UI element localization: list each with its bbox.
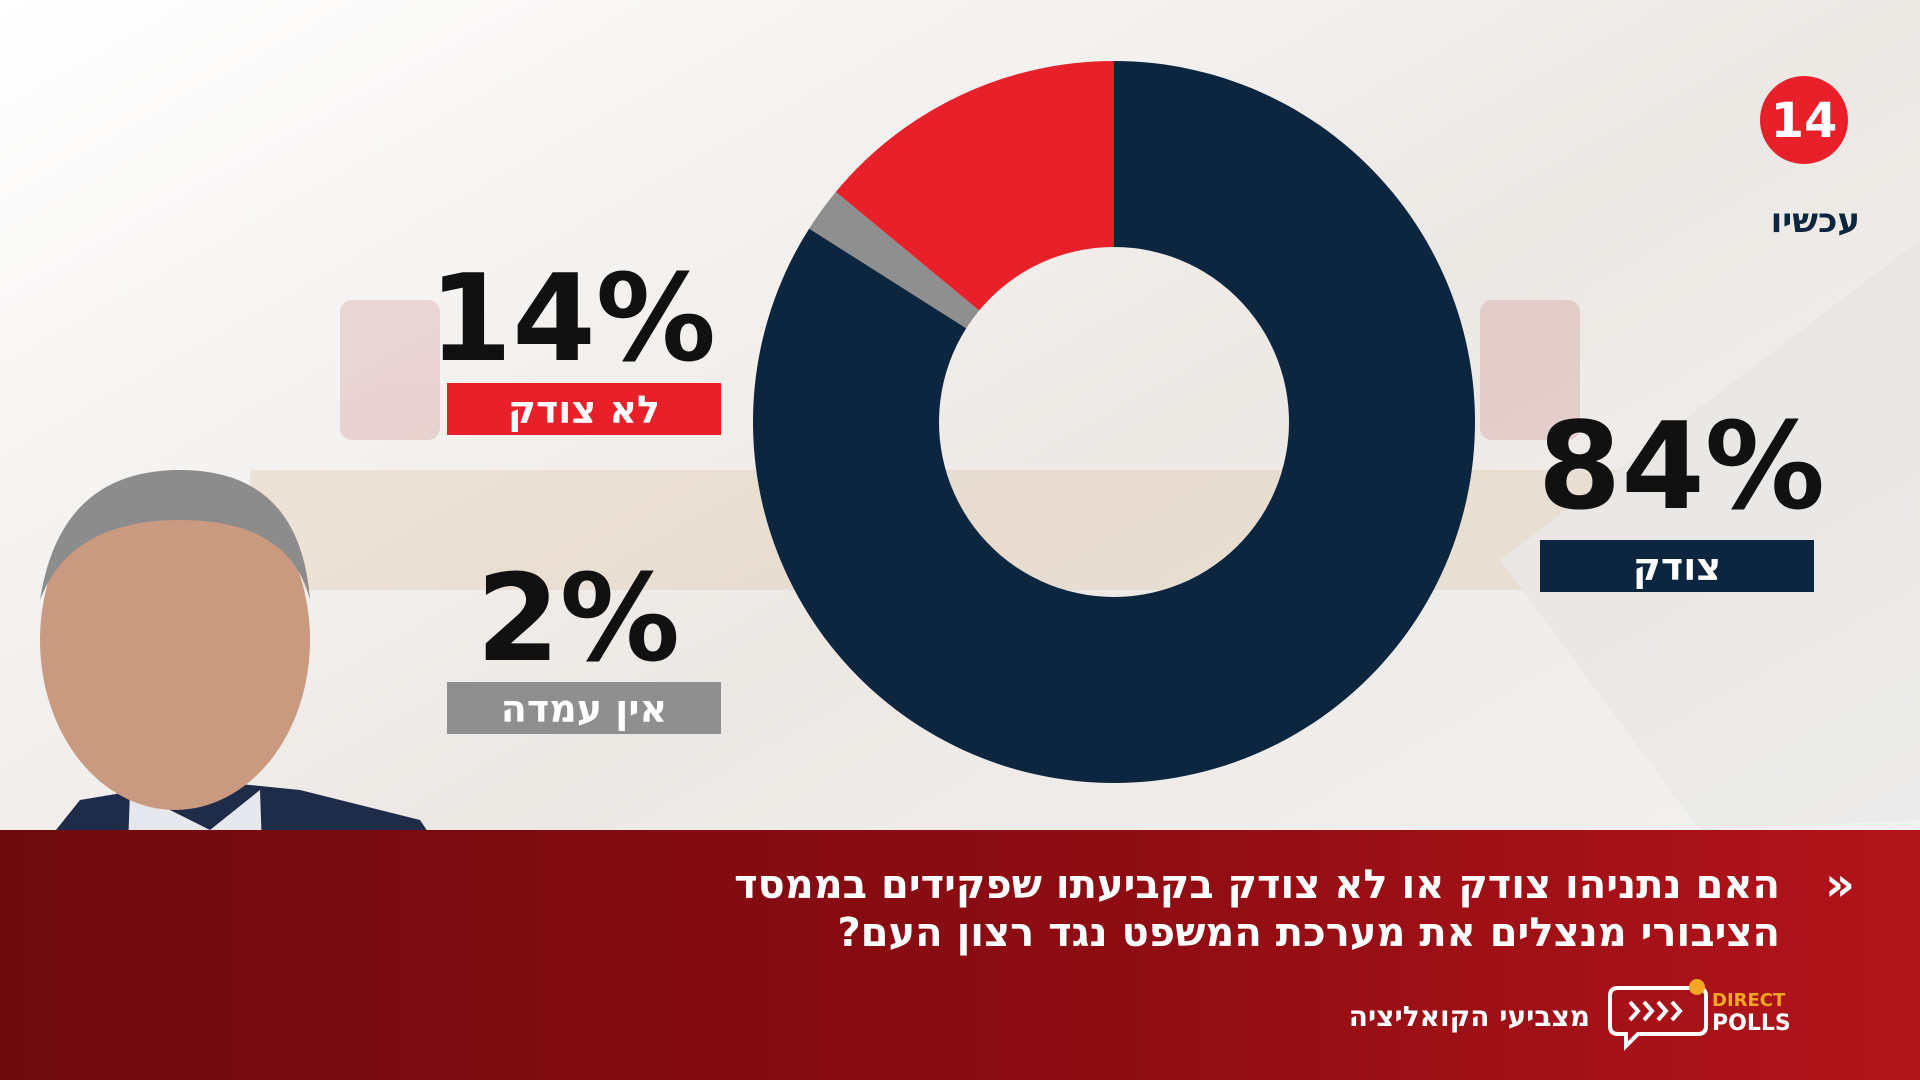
category-box xyxy=(447,383,721,435)
value-label: 84% xyxy=(1538,398,1825,537)
question-line: הציבורי מנצלים את מערכת המשפט נגד רצון ה… xyxy=(837,910,1780,956)
category-box xyxy=(1540,540,1814,592)
category-label: אין עמדה xyxy=(501,687,667,731)
poll-brand: POLLS xyxy=(1712,1011,1791,1036)
channel-name: עכשיו xyxy=(1771,201,1860,241)
category-label: לא צודק xyxy=(508,388,660,432)
category-label: צודק xyxy=(1633,545,1721,589)
donut-slice xyxy=(752,61,1476,783)
value-label: 14% xyxy=(429,250,716,389)
arrow-icon: » xyxy=(1825,857,1855,911)
subtitle: מצביעי הקואליציה xyxy=(1349,1000,1590,1033)
poll-logo xyxy=(1608,979,1708,1051)
question-band xyxy=(0,830,1920,1080)
category-box xyxy=(447,682,721,734)
question-line: האם נתניהו צודק או לא צודק בקביעתו שפקיד… xyxy=(734,862,1780,908)
channel-logo xyxy=(1760,76,1848,164)
poll-brand: DIRECT xyxy=(1712,990,1786,1011)
channel-number: 14 xyxy=(1771,93,1838,149)
donut-slice xyxy=(835,61,1114,311)
donut xyxy=(752,61,1476,783)
value-label: 2% xyxy=(476,550,680,689)
donut-slice xyxy=(809,191,980,329)
